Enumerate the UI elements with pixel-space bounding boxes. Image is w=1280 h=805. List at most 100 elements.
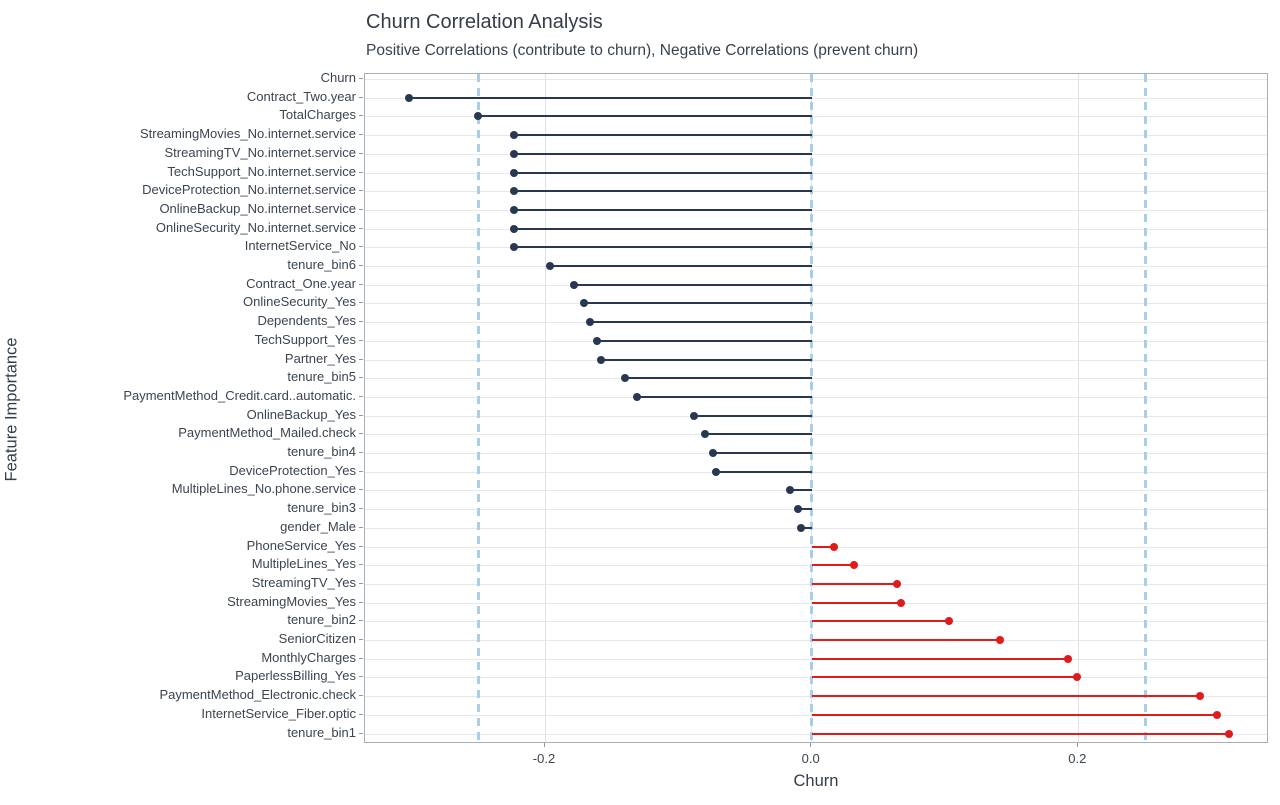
y-tick-mark [359,395,363,397]
horizontal-gridline [365,116,1267,118]
lollipop-dot [579,299,588,308]
lollipop-dot [701,430,709,439]
lollipop-dot [709,449,717,457]
lollipop-dot [850,561,859,570]
lollipop-stem [811,713,1217,716]
horizontal-gridline [365,135,1267,137]
x-tick-mark [543,743,545,747]
y-tick-mark [359,470,363,472]
y-category-label: Dependents_Yes [257,313,356,329]
y-category-label: Contract_Two.year [246,88,356,104]
lollipop-dot [945,617,953,626]
y-category-label: MonthlyCharges [261,649,356,665]
y-tick-mark [359,713,363,715]
lollipop-dot [1073,673,1081,682]
lollipop-dot [995,636,1004,644]
horizontal-gridline [365,266,1267,267]
lollipop-stem [514,152,812,155]
horizontal-gridline [365,396,1267,398]
lollipop-dot [510,149,519,158]
y-tick-mark [359,78,363,79]
lollipop-stem [811,695,1200,698]
lollipop-dot [1195,692,1204,701]
x-tick-label: 0.2 [1068,751,1087,766]
y-category-label: DeviceProtection_No.internet.service [142,182,356,198]
lollipop-stem [694,414,812,417]
y-category-label: PhoneService_Yes [246,537,356,553]
chart-title: Churn Correlation Analysis [366,11,603,33]
horizontal-gridline [365,527,1267,529]
lollipop-dot [786,486,795,495]
lollipop-dot [797,523,805,532]
lollipop-stem [409,96,812,99]
x-tick-label: -0.2 [532,751,556,766]
y-tick-mark [359,414,363,416]
lollipop-dot [621,374,629,383]
horizontal-gridline [365,434,1267,436]
y-category-label: gender_Male [280,518,356,534]
lollipop-stem [478,115,812,118]
y-category-label: tenure_bin1 [287,724,356,740]
y-category-label: OnlineSecurity_No.internet.service [155,219,356,235]
lollipop-dot [405,93,413,102]
y-category-label: StreamingMovies_No.internet.service [139,126,356,142]
lollipop-dot [711,467,720,476]
lollipop-stem [811,657,1068,660]
y-category-label: OnlineSecurity_Yes [243,294,356,310]
plot-panel [364,73,1268,743]
lollipop-stem [550,265,812,267]
horizontal-gridline [365,415,1267,417]
lollipop-dot [830,542,839,551]
lollipop-stem [583,302,812,305]
lollipop-stem [801,526,812,529]
vertical-gridline [1077,74,1079,742]
lollipop-stem [514,246,812,249]
x-tick-label: 0.0 [801,751,820,766]
horizontal-gridline [365,453,1267,454]
y-tick-mark [359,433,363,435]
y-category-label: TechSupport_Yes [254,331,356,347]
y-tick-mark [359,283,363,285]
lollipop-dot [794,505,803,514]
y-category-label: tenure_bin6 [287,257,356,272]
lollipop-dot [570,280,579,289]
y-tick-mark [359,377,363,379]
reference-line [476,74,480,742]
lollipop-dot [893,579,901,588]
y-tick-mark [359,564,363,566]
y-tick-mark [359,171,363,173]
y-tick-mark [359,676,363,678]
horizontal-gridline [365,509,1267,511]
horizontal-gridline [365,97,1267,99]
y-category-label: tenure_bin3 [287,500,356,516]
lollipop-dot [1213,710,1221,719]
y-tick-mark [359,115,363,117]
y-tick-mark [359,152,363,154]
reference-line [1143,74,1147,742]
lollipop-stem [715,470,812,473]
y-tick-mark [359,208,363,210]
lollipop-dot [510,131,519,140]
y-tick-mark [359,508,363,510]
y-category-label: tenure_bin4 [287,444,356,459]
horizontal-gridline [365,490,1267,492]
horizontal-gridline [365,209,1267,211]
y-category-label: PaymentMethod_Credit.card..automatic. [123,387,356,403]
y-category-label: StreamingMovies_Yes [227,593,356,609]
y-tick-mark [359,657,363,659]
horizontal-gridline [365,471,1267,473]
lollipop-dot [586,318,595,327]
y-tick-mark [359,321,363,323]
lollipop-stem [514,134,812,137]
lollipop-dot [510,205,519,214]
y-tick-mark [359,227,363,229]
lollipop-dot [510,168,519,177]
lollipop-dot [633,392,641,401]
horizontal-gridline [365,153,1267,155]
y-tick-mark [359,695,363,697]
horizontal-gridline [365,322,1267,324]
y-category-label: tenure_bin5 [287,369,356,385]
reference-line [810,74,814,742]
y-tick-mark [359,302,363,304]
y-category-label: tenure_bin2 [287,612,356,628]
